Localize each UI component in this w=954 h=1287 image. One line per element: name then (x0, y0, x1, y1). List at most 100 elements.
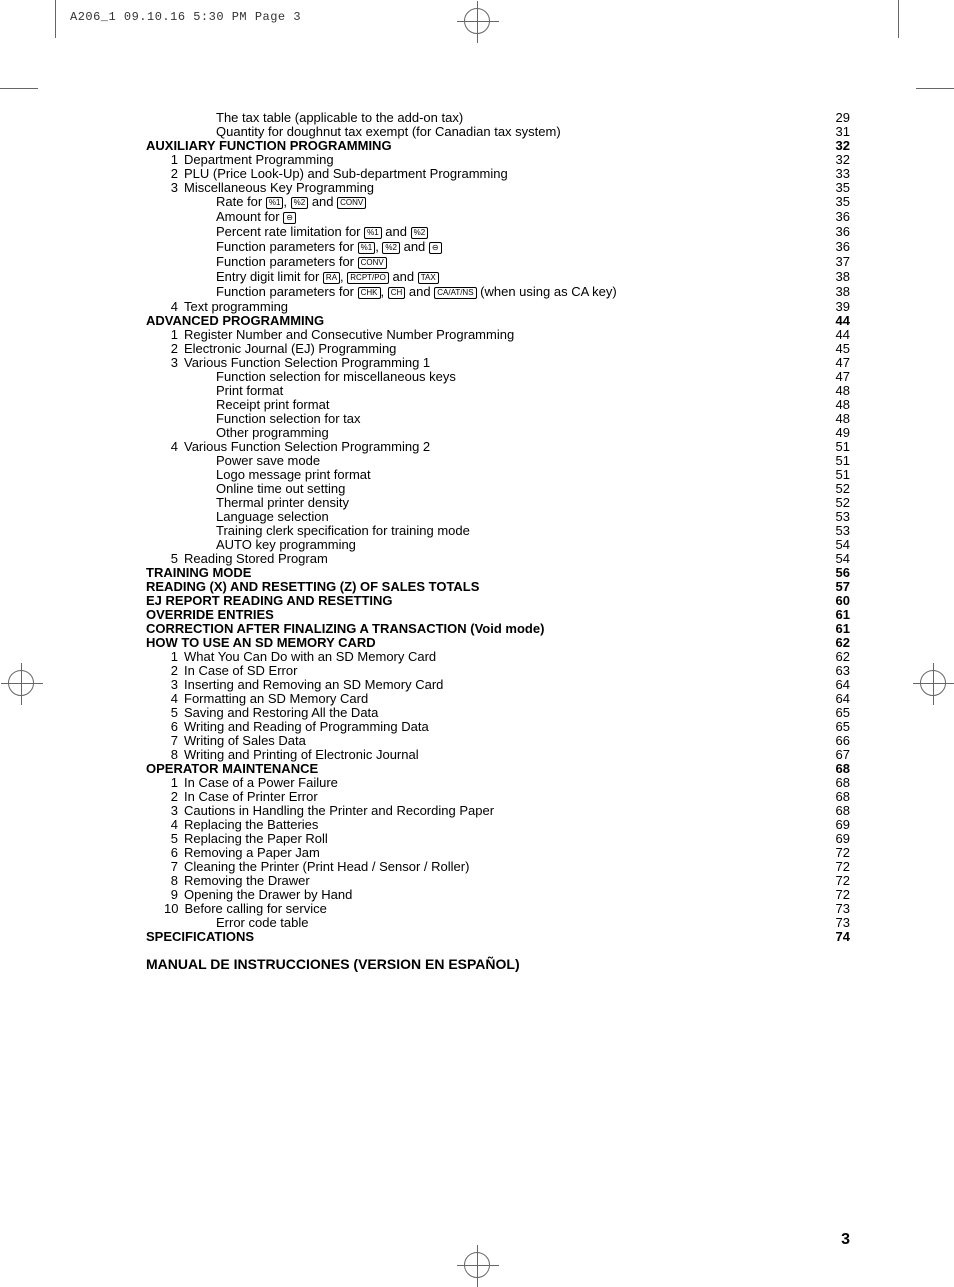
toc-entry-page: 65 (830, 720, 850, 733)
toc-entry-page: 44 (830, 328, 850, 341)
toc-entry-page: 48 (830, 412, 850, 425)
toc-entry-number: 2 (164, 790, 178, 803)
toc-entry-title: Quantity for doughnut tax exempt (for Ca… (216, 125, 561, 138)
toc-entry: Function parameters for CONV37 (146, 255, 850, 269)
toc-entry-title: AUXILIARY FUNCTION PROGRAMMING (146, 139, 392, 152)
toc-entry: 8Removing the Drawer72 (146, 874, 850, 887)
toc-entry-number: 5 (164, 552, 178, 565)
toc-entry: Training clerk specification for trainin… (146, 524, 850, 537)
keycap-icon: TAX (418, 272, 439, 284)
spanish-manual-title: MANUAL DE INSTRUCCIONES (VERSION EN ESPA… (146, 957, 850, 971)
toc-entry-title: In Case of SD Error (184, 664, 297, 677)
toc-entry-title: CORRECTION AFTER FINALIZING A TRANSACTIO… (146, 622, 544, 635)
toc-entry-page: 52 (830, 482, 850, 495)
registration-mark-icon (920, 670, 946, 696)
toc-entry-page: 36 (830, 240, 850, 253)
toc-entry-title: Logo message print format (216, 468, 371, 481)
toc-entry: 6Removing a Paper Jam72 (146, 846, 850, 859)
toc-entry-title: What You Can Do with an SD Memory Card (184, 650, 436, 663)
toc-entry-title: Power save mode (216, 454, 320, 467)
toc-entry: 7Cleaning the Printer (Print Head / Sens… (146, 860, 850, 873)
toc-entry-title: In Case of a Power Failure (184, 776, 338, 789)
toc-entry: 1What You Can Do with an SD Memory Card6… (146, 650, 850, 663)
toc-entry-title: Receipt print format (216, 398, 329, 411)
toc-entry-number: 8 (164, 748, 178, 761)
keycap-icon: CA/AT/NS (434, 287, 476, 299)
toc-entry-page: 74 (830, 930, 850, 943)
toc-entry: 10Before calling for service73 (146, 902, 850, 915)
keycap-icon: RCPT/PO (347, 272, 389, 284)
toc-entry-page: 56 (830, 566, 850, 579)
toc-entry-title: Writing and Printing of Electronic Journ… (184, 748, 419, 761)
toc-entry-title: Replacing the Paper Roll (184, 832, 328, 845)
toc-entry-title: HOW TO USE AN SD MEMORY CARD (146, 636, 376, 649)
toc-entry-number: 2 (164, 342, 178, 355)
toc-entry-number: 10 (164, 902, 178, 915)
toc-entry-title: Cautions in Handling the Printer and Rec… (184, 804, 494, 817)
keycap-icon: CHK (358, 287, 381, 299)
keycap-icon: RA (323, 272, 340, 284)
toc-entry: 1Department Programming32 (146, 153, 850, 166)
toc-entry: 2In Case of Printer Error68 (146, 790, 850, 803)
toc-entry: Logo message print format 51 (146, 468, 850, 481)
toc-entry: 8 Writing and Printing of Electronic Jour… (146, 748, 850, 761)
toc-entry-page: 68 (830, 776, 850, 789)
toc-entry: 6Writing and Reading of Programming Data… (146, 720, 850, 733)
toc-entry-title: Amount for ⊖ (216, 210, 296, 224)
document-page: A206_1 09.10.16 5:30 PM Page 3 The tax t… (0, 0, 954, 1286)
toc-entry: Amount for ⊖ 36 (146, 210, 850, 224)
toc-entry: 3Inserting and Removing an SD Memory Car… (146, 678, 850, 691)
toc-entry: 4Formatting an SD Memory Card64 (146, 692, 850, 705)
toc-entry-title: Print format (216, 384, 283, 397)
toc-entry-title: Formatting an SD Memory Card (184, 692, 368, 705)
toc-entry-number: 4 (164, 300, 178, 313)
toc-entry-page: 53 (830, 524, 850, 537)
toc-entry-title: Language selection (216, 510, 329, 523)
registration-mark-icon (8, 670, 34, 696)
toc-entry-page: 49 (830, 426, 850, 439)
toc-entry-page: 39 (830, 300, 850, 313)
toc-entry-number: 3 (164, 804, 178, 817)
toc-entry-page: 51 (830, 468, 850, 481)
toc-entry: Function parameters for CHK, CH and CA/A… (146, 285, 850, 299)
toc-entry-number: 3 (164, 356, 178, 369)
page-header-info: A206_1 09.10.16 5:30 PM Page 3 (70, 10, 301, 24)
toc-entry: TRAINING MODE56 (146, 566, 850, 579)
toc-entry: Receipt print format48 (146, 398, 850, 411)
toc-entry: Online time out setting52 (146, 482, 850, 495)
toc-entry-title: Removing the Drawer (184, 874, 310, 887)
toc-entry: 4Various Function Selection Programming … (146, 440, 850, 453)
toc-entry-page: 64 (830, 692, 850, 705)
toc-entry-number: 6 (164, 846, 178, 859)
toc-entry-number: 6 (164, 720, 178, 733)
toc-entry-page: 73 (830, 902, 850, 915)
toc-entry: Other programming49 (146, 426, 850, 439)
toc-entry-page: 73 (830, 916, 850, 929)
toc-entry: 2Electronic Journal (EJ) Programming45 (146, 342, 850, 355)
toc-entry: Function selection for tax48 (146, 412, 850, 425)
toc-entry-page: 36 (830, 210, 850, 223)
toc-entry-page: 68 (830, 790, 850, 803)
toc-entry-number: 4 (164, 440, 178, 453)
toc-entry-page: 57 (830, 580, 850, 593)
keycap-icon: CH (388, 287, 406, 299)
toc-entry-page: 32 (830, 153, 850, 166)
toc-entry-title: Writing of Sales Data (184, 734, 306, 747)
keycap-icon: %2 (411, 227, 429, 239)
toc-entry-page: 61 (830, 608, 850, 621)
toc-entry-page: 54 (830, 552, 850, 565)
toc-entry: 5Replacing the Paper Roll69 (146, 832, 850, 845)
toc-entry-page: 63 (830, 664, 850, 677)
toc-entry-number: 7 (164, 860, 178, 873)
toc-entry-number: 2 (164, 167, 178, 180)
toc-entry: ADVANCED PROGRAMMING44 (146, 314, 850, 327)
toc-entry-page: 66 (830, 734, 850, 747)
crop-mark (916, 88, 954, 89)
toc-entry-page: 29 (830, 111, 850, 124)
toc-entry: 9Opening the Drawer by Hand72 (146, 888, 850, 901)
toc-entry: Language selection53 (146, 510, 850, 523)
toc-entry-page: 62 (830, 650, 850, 663)
toc-entry-title: Error code table (216, 916, 309, 929)
toc-entry-page: 68 (830, 762, 850, 775)
toc-entry-title: The tax table (applicable to the add-on … (216, 111, 463, 124)
